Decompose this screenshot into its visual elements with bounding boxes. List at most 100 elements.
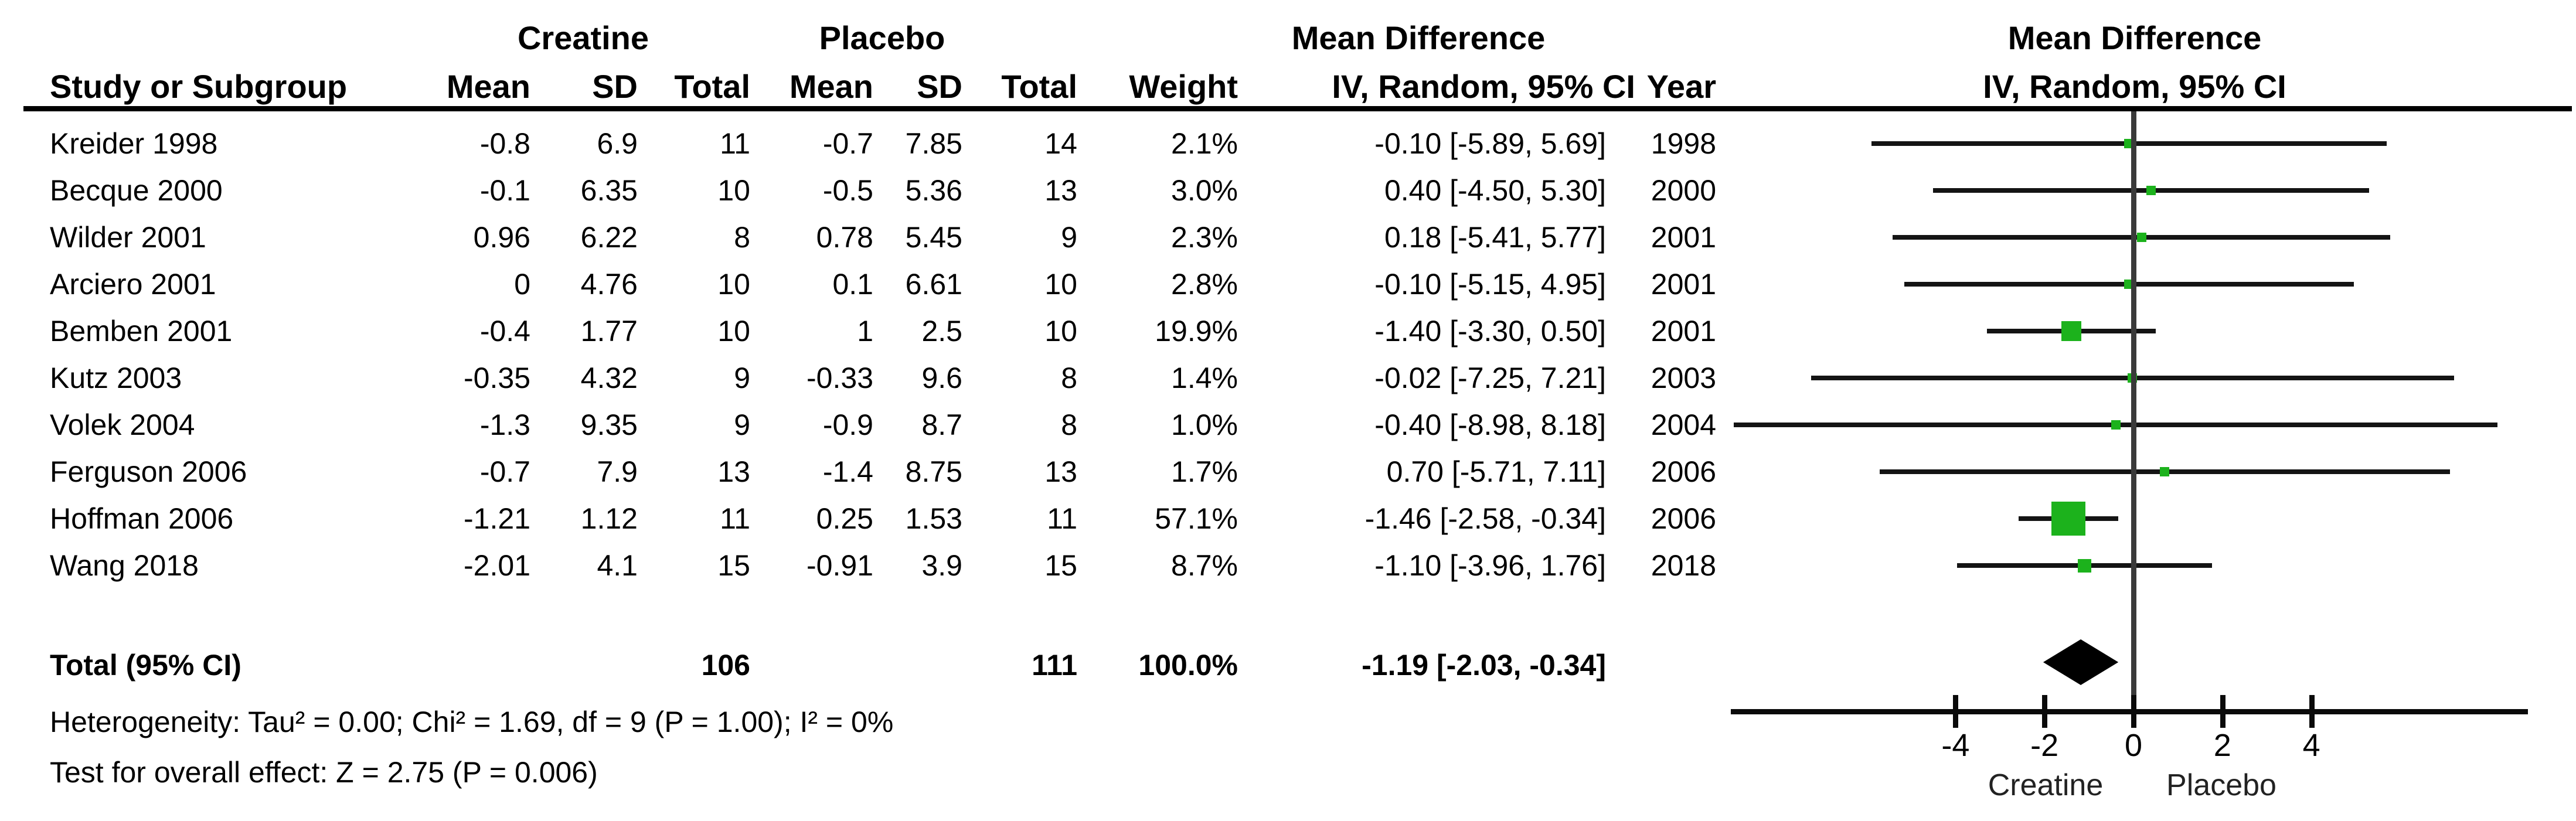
cell-year: 2001	[1651, 221, 1716, 254]
column-header-creatine-sd: SD	[592, 68, 638, 105]
x-axis-tick-label: 4	[2302, 728, 2320, 763]
cell-year: 2000	[1651, 174, 1716, 207]
study-name: Volek 2004	[50, 408, 195, 441]
axis-label-favours-creatine: Creatine	[1988, 768, 2104, 802]
plot-header-iv-random: IV, Random, 95% CI	[1983, 68, 2286, 105]
cell-creatine-total: 10	[717, 315, 750, 348]
cell-placebo-total: 11	[1047, 502, 1077, 535]
total-creatine-n: 106	[701, 649, 750, 682]
cell-year: 2006	[1651, 455, 1716, 488]
x-axis-tick-label: 0	[2124, 728, 2143, 763]
cell-placebo-total: 10	[1044, 315, 1077, 348]
study-name: Becque 2000	[50, 174, 223, 207]
cell-placebo-total: 13	[1044, 455, 1077, 488]
cell-placebo-sd: 9.6	[921, 362, 962, 394]
plot-header-mean-difference: Mean Difference	[2007, 19, 2262, 56]
total-row-label: Total (95% CI)	[50, 649, 241, 682]
cell-weight: 2.1%	[1171, 127, 1238, 160]
study-name: Hoffman 2006	[50, 502, 234, 535]
cell-creatine-sd: 7.9	[597, 455, 638, 488]
cell-year: 2006	[1651, 502, 1716, 535]
effect-square	[2160, 467, 2170, 476]
study-name: Bemben 2001	[50, 315, 233, 348]
cell-weight: 3.0%	[1171, 174, 1238, 207]
column-header-creatine-mean: Mean	[446, 68, 530, 105]
cell-creatine-sd: 4.32	[580, 362, 638, 394]
cell-creatine-total: 9	[734, 362, 750, 394]
cell-creatine-mean: -1.21	[464, 502, 530, 535]
cell-weight: 57.1%	[1155, 502, 1238, 535]
cell-ci-text: -1.46 [-2.58, -0.34]	[1364, 502, 1606, 535]
study-name: Kreider 1998	[50, 127, 218, 160]
study-name: Kutz 2003	[50, 362, 182, 394]
cell-year: 2018	[1651, 549, 1716, 582]
heterogeneity-note: Heterogeneity: Tau² = 0.00; Chi² = 1.69,…	[50, 706, 894, 738]
cell-creatine-sd: 6.22	[580, 221, 638, 254]
cell-placebo-total: 13	[1044, 174, 1077, 207]
column-header-mean-difference: Mean Difference	[1291, 19, 1546, 56]
x-axis-tick	[1953, 695, 1959, 728]
cell-ci-text: 0.40 [-4.50, 5.30]	[1384, 174, 1606, 207]
group-header-placebo: Placebo	[819, 19, 945, 56]
cell-year: 1998	[1651, 127, 1716, 160]
column-header-year: Year	[1646, 68, 1716, 105]
cell-weight: 8.7%	[1171, 549, 1238, 582]
cell-creatine-sd: 1.77	[580, 315, 638, 348]
effect-square	[2078, 558, 2091, 573]
cell-creatine-mean: 0	[514, 268, 530, 301]
cell-creatine-mean: -1.3	[479, 408, 530, 441]
cell-placebo-mean: 0.78	[816, 221, 873, 254]
cell-placebo-mean: -0.7	[822, 127, 873, 160]
cell-creatine-mean: -2.01	[464, 549, 530, 582]
cell-placebo-mean: -0.5	[822, 174, 873, 207]
cell-placebo-total: 14	[1044, 127, 1077, 160]
effect-square	[2136, 233, 2146, 242]
cell-weight: 1.4%	[1171, 362, 1238, 394]
cell-creatine-total: 11	[720, 502, 750, 535]
cell-placebo-total: 8	[1061, 362, 1077, 394]
effect-square	[2146, 186, 2156, 195]
cell-creatine-sd: 6.9	[597, 127, 638, 160]
cell-weight: 1.0%	[1171, 408, 1238, 441]
cell-placebo-mean: -0.9	[822, 408, 873, 441]
column-header-placebo-sd: SD	[917, 68, 962, 105]
cell-year: 2004	[1651, 408, 1716, 441]
study-name: Ferguson 2006	[50, 455, 247, 488]
zero-effect-line	[2131, 111, 2136, 714]
total-ci-text: -1.19 [-2.03, -0.34]	[1362, 649, 1606, 682]
header-separator-line	[23, 106, 2572, 111]
cell-placebo-sd: 3.9	[921, 549, 962, 582]
study-name: Wang 2018	[50, 549, 199, 582]
cell-creatine-total: 10	[717, 268, 750, 301]
cell-creatine-total: 8	[734, 221, 750, 254]
cell-placebo-mean: 0.1	[832, 268, 873, 301]
cell-creatine-mean: -0.35	[464, 362, 530, 394]
cell-ci-text: 0.70 [-5.71, 7.11]	[1386, 455, 1606, 488]
x-axis-tick	[2131, 695, 2136, 728]
cell-placebo-mean: -0.91	[807, 549, 873, 582]
cell-placebo-total: 8	[1061, 408, 1077, 441]
cell-placebo-mean: 1	[857, 315, 873, 348]
x-axis-tick-label: 2	[2213, 728, 2231, 763]
cell-creatine-sd: 9.35	[580, 408, 638, 441]
cell-placebo-sd: 1.53	[905, 502, 962, 535]
x-axis-tick	[2042, 695, 2048, 728]
cell-creatine-total: 9	[734, 408, 750, 441]
cell-placebo-mean: -1.4	[822, 455, 873, 488]
cell-placebo-sd: 2.5	[921, 315, 962, 348]
cell-creatine-total: 15	[717, 549, 750, 582]
column-header-placebo-mean: Mean	[789, 68, 873, 105]
total-weight: 100.0%	[1138, 649, 1238, 682]
cell-year: 2001	[1651, 268, 1716, 301]
effect-square	[2051, 502, 2086, 536]
x-axis-tick	[2309, 695, 2315, 728]
study-name: Arciero 2001	[50, 268, 216, 301]
cell-creatine-sd: 6.35	[580, 174, 638, 207]
cell-placebo-sd: 8.7	[921, 408, 962, 441]
cell-creatine-total: 10	[717, 174, 750, 207]
column-header-weight: Weight	[1129, 68, 1238, 105]
cell-creatine-sd: 4.76	[580, 268, 638, 301]
cell-placebo-sd: 5.36	[905, 174, 962, 207]
cell-placebo-mean: 0.25	[816, 502, 873, 535]
cell-placebo-sd: 6.61	[905, 268, 962, 301]
